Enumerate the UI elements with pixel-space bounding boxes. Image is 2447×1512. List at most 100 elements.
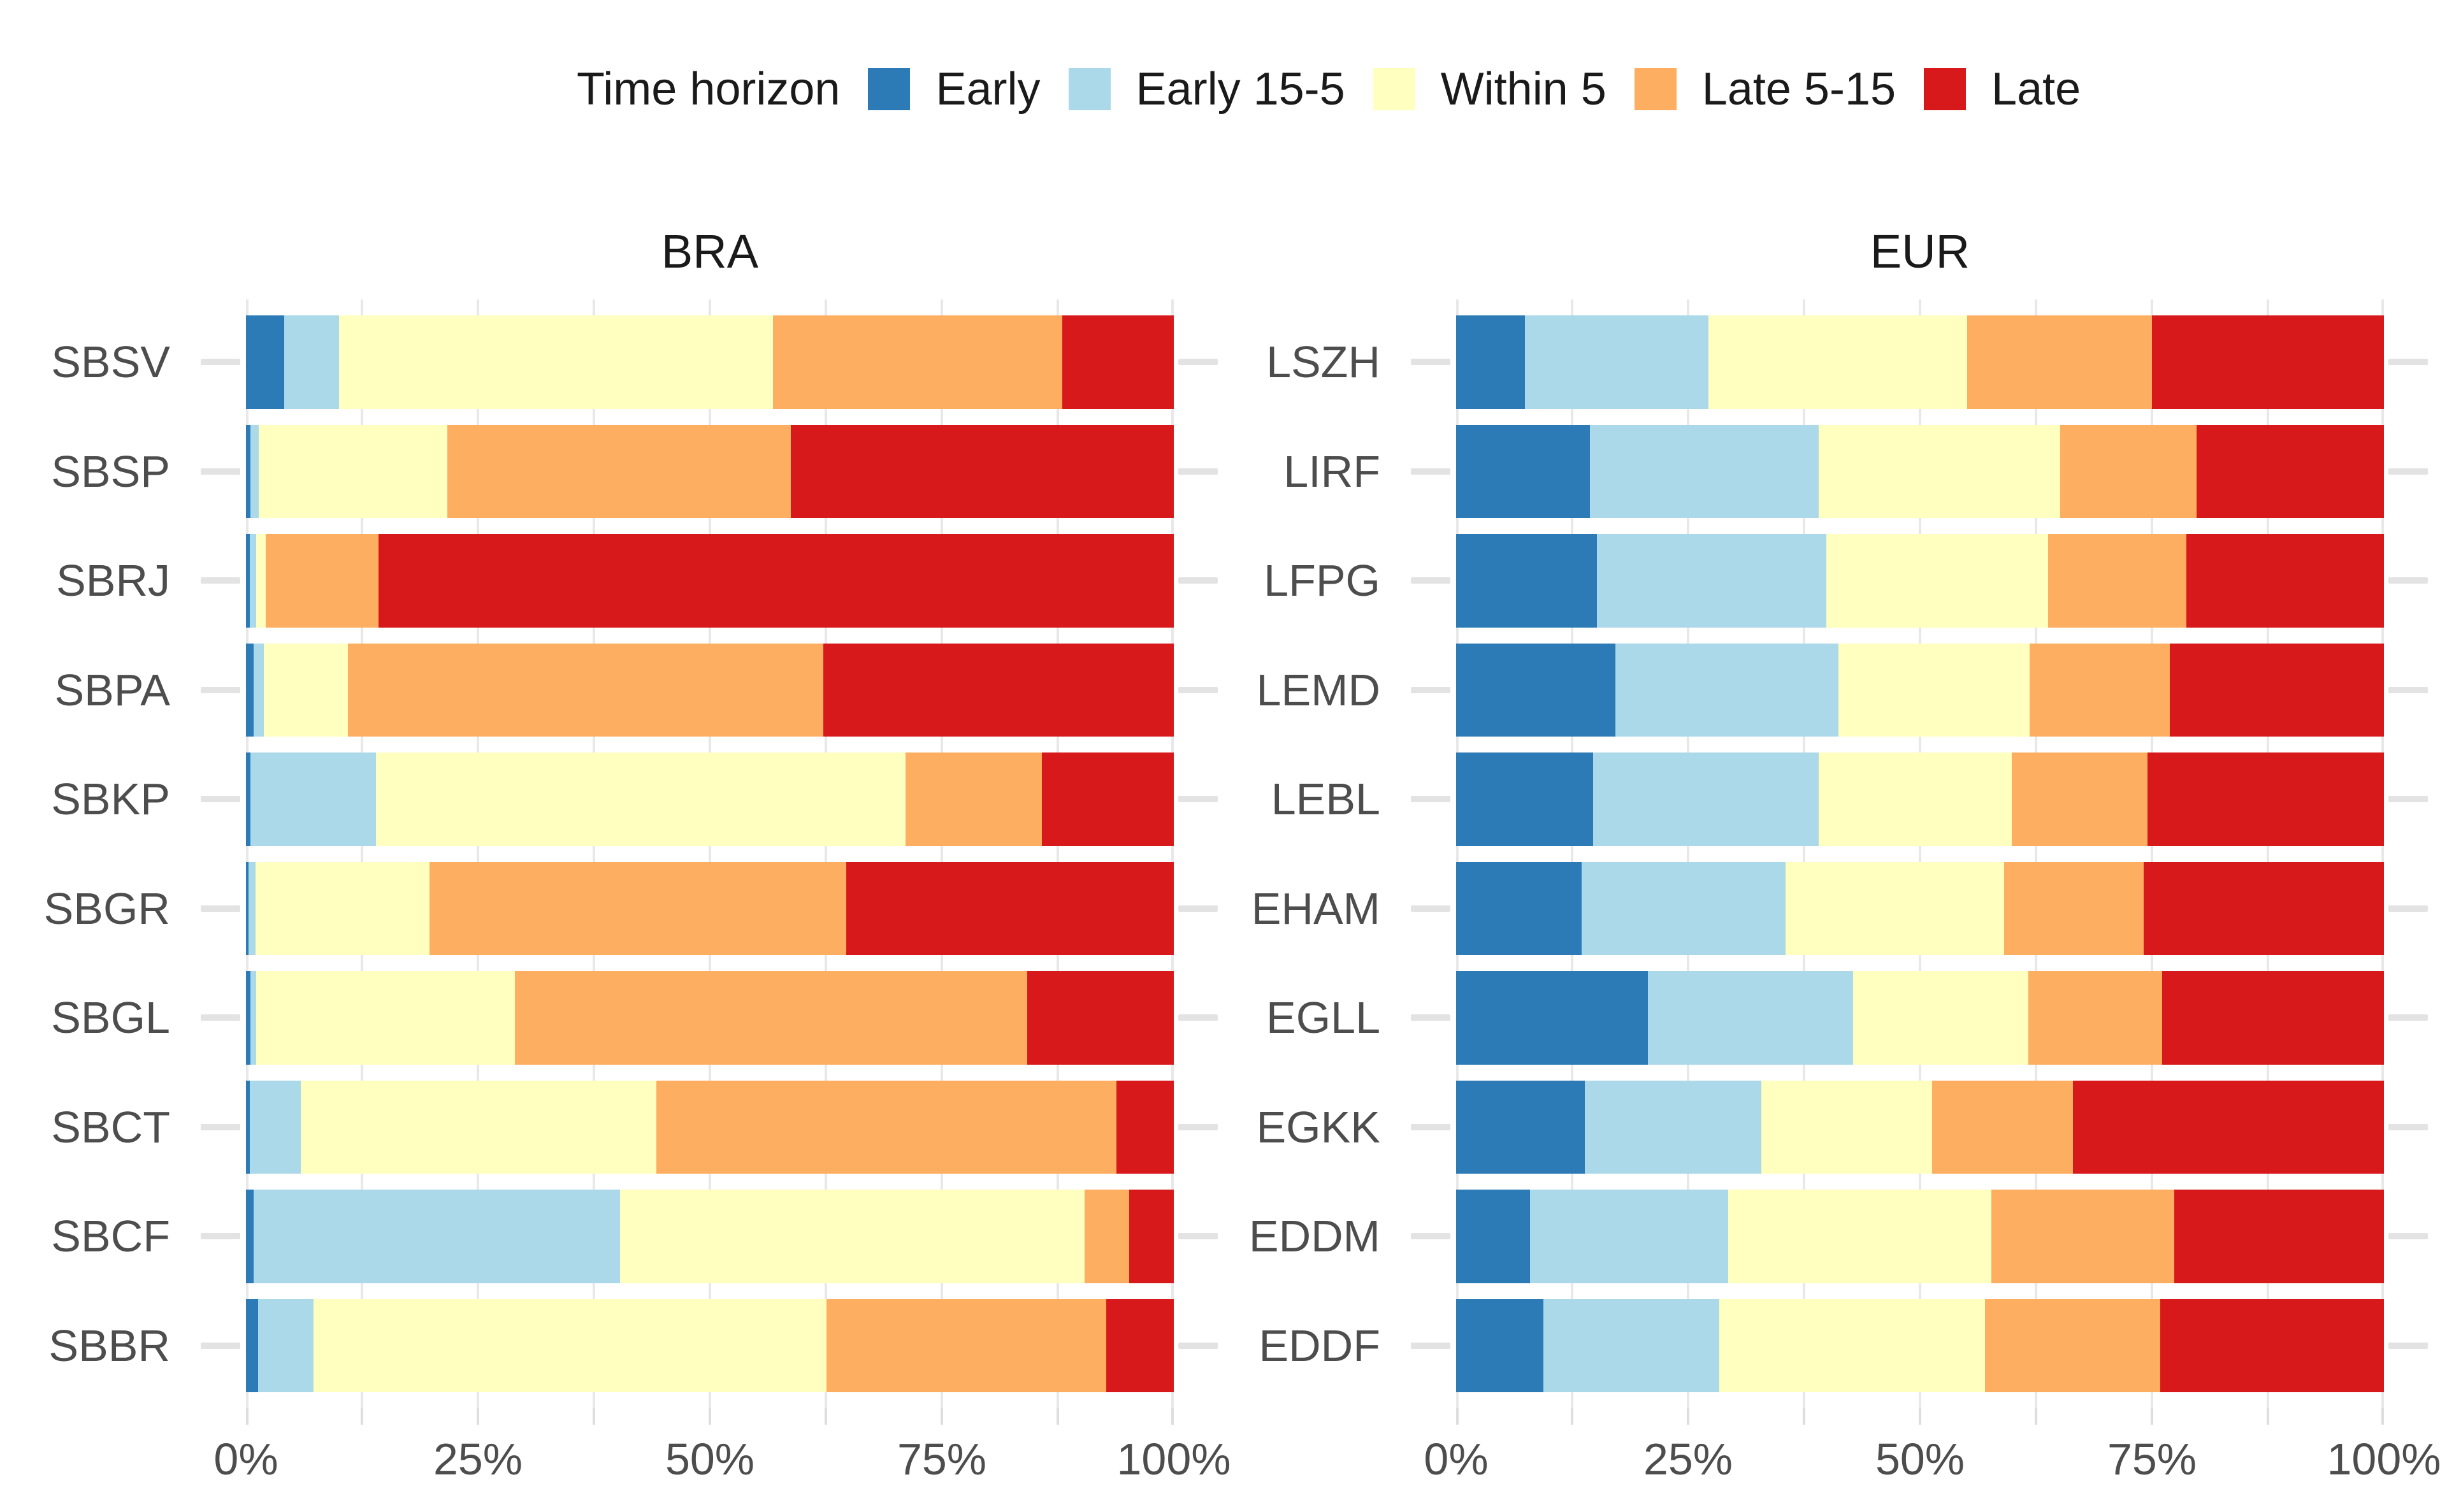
plot-panel-bra — [201, 299, 1218, 1425]
x-axis-label-25pct: 25% — [433, 1434, 523, 1484]
x-gridline — [2381, 299, 2384, 1408]
bar-row-sbbr — [246, 1299, 1174, 1392]
bar-segment-early — [1456, 971, 1649, 1065]
bar-row-eddf — [1456, 1299, 2384, 1392]
bar-segment-late-5-15 — [906, 752, 1043, 846]
bar-row-sbsp — [246, 424, 1174, 518]
legend-key-swatch — [1068, 68, 1111, 110]
y-axis-tick — [1178, 1342, 1218, 1349]
bar-segment-within-5 — [1708, 315, 1968, 409]
bar-segment-late-5-15 — [1967, 315, 2152, 409]
y-axis-label-egkk: EGKK — [1256, 1102, 1380, 1152]
bar-segment-late — [1106, 1299, 1174, 1392]
bar-segment-late-5-15 — [2029, 643, 2170, 737]
bar-segment-within-5 — [338, 315, 773, 409]
bar-segment-within-5 — [259, 424, 447, 518]
legend-item-early: Early — [868, 63, 1041, 115]
bar-segment-early-15-5 — [1524, 315, 1709, 409]
y-axis-tick — [1411, 577, 1450, 584]
y-axis-label-sbgr: SBGR — [43, 883, 170, 933]
x-axis-label-75pct: 75% — [2107, 1434, 2197, 1484]
y-axis-tick — [2388, 577, 2428, 584]
bar-segment-early — [1456, 534, 1598, 628]
x-axis-label-75pct: 75% — [897, 1434, 987, 1484]
legend-item-label: Early 15-5 — [1136, 64, 1345, 115]
y-axis-label-sbsv: SBSV — [51, 337, 170, 387]
legend-item-late-5-15: Late 5-15 — [1634, 63, 1896, 115]
legend-item-label: Early — [935, 64, 1041, 115]
y-axis-label-lirf: LIRF — [1283, 446, 1380, 496]
x-gridline — [246, 299, 249, 1408]
x-gridline — [1171, 299, 1174, 1408]
bar-segment-early — [246, 315, 284, 409]
bar-segment-late — [790, 424, 1174, 518]
y-axis-label-sbcf: SBCF — [51, 1211, 170, 1262]
bar-segment-early — [1456, 643, 1616, 737]
bar-segment-early-15-5 — [1530, 1190, 1728, 1283]
y-axis-tick — [1411, 1123, 1450, 1130]
y-axis-tick — [201, 577, 240, 584]
x-gridline — [1803, 299, 1805, 1408]
bar-segment-late — [823, 643, 1174, 737]
bar-segment-late-5-15 — [265, 534, 379, 628]
bar-segment-late — [2143, 861, 2384, 955]
bar-segment-early-15-5 — [1581, 861, 1786, 955]
bar-row-lfpg — [1456, 534, 2384, 628]
y-axis-tick — [1178, 686, 1218, 693]
bar-segment-late-5-15 — [1931, 1080, 2074, 1174]
bar-segment-within-5 — [619, 1190, 1085, 1283]
bar-segment-early-15-5 — [250, 424, 259, 518]
legend-title: Time horizon — [577, 64, 841, 115]
y-axis-label-sbct: SBCT — [51, 1102, 170, 1152]
bar-segment-early-15-5 — [253, 1190, 620, 1283]
x-axis-tick — [825, 1408, 827, 1425]
y-axis-label-sbrj: SBRJ — [56, 556, 170, 606]
bar-segment-within-5 — [1728, 1190, 1992, 1283]
bar-segment-early — [1456, 1080, 1585, 1174]
y-axis-tick — [1178, 905, 1218, 912]
bar-segment-late — [2147, 752, 2384, 846]
x-gridline — [2035, 299, 2037, 1408]
x-axis-tick — [361, 1408, 363, 1425]
x-axis-tick — [1571, 1408, 1573, 1425]
bar-segment-early — [246, 752, 251, 846]
bar-segment-late-5-15 — [429, 861, 846, 955]
x-gridline — [709, 299, 711, 1408]
bar-segment-early-15-5 — [249, 861, 256, 955]
bar-segment-early-15-5 — [249, 1080, 301, 1174]
x-axis-label-0pct: 0% — [213, 1434, 278, 1484]
bar-segment-within-5 — [375, 752, 906, 846]
bar-segment-early — [246, 1190, 254, 1283]
bar-row-eddm — [1456, 1190, 2384, 1283]
x-gridline — [941, 299, 943, 1408]
x-gridline — [1456, 299, 1459, 1408]
bar-segment-early — [246, 1080, 250, 1174]
bar-segment-late — [1027, 971, 1174, 1065]
bar-segment-late-5-15 — [348, 643, 823, 737]
bar-row-lszh — [1456, 315, 2384, 409]
bar-row-sbrj — [246, 534, 1174, 628]
bar-segment-late — [2160, 1299, 2384, 1392]
y-axis-tick — [2388, 1123, 2428, 1130]
bar-row-egll — [1456, 971, 2384, 1065]
bar-segment-late-5-15 — [2060, 424, 2197, 518]
bar-segment-late-5-15 — [447, 424, 791, 518]
bar-segment-early-15-5 — [249, 534, 256, 628]
bar-segment-early-15-5 — [284, 315, 339, 409]
chart-legend: Time horizon Early Early 15-5 Within 5 Late… — [577, 56, 2081, 122]
legend-key-swatch — [868, 68, 911, 110]
x-axis-tick — [1687, 1408, 1689, 1425]
y-axis-tick — [1411, 796, 1450, 803]
bar-segment-within-5 — [1761, 1080, 1932, 1174]
bar-segment-within-5 — [1785, 861, 2005, 955]
x-axis-tick — [941, 1408, 943, 1425]
bar-segment-within-5 — [1819, 752, 2012, 846]
legend-item-label: Late — [1991, 64, 2081, 115]
bar-segment-early — [246, 643, 254, 737]
bar-row-lebl — [1456, 752, 2384, 846]
bar-segment-early — [1456, 1299, 1543, 1392]
y-axis-label-sbpa: SBPA — [54, 665, 170, 715]
bar-segment-late — [1042, 752, 1174, 846]
plot-panel-eur — [1411, 299, 2428, 1425]
bar-segment-early-15-5 — [1593, 752, 1819, 846]
